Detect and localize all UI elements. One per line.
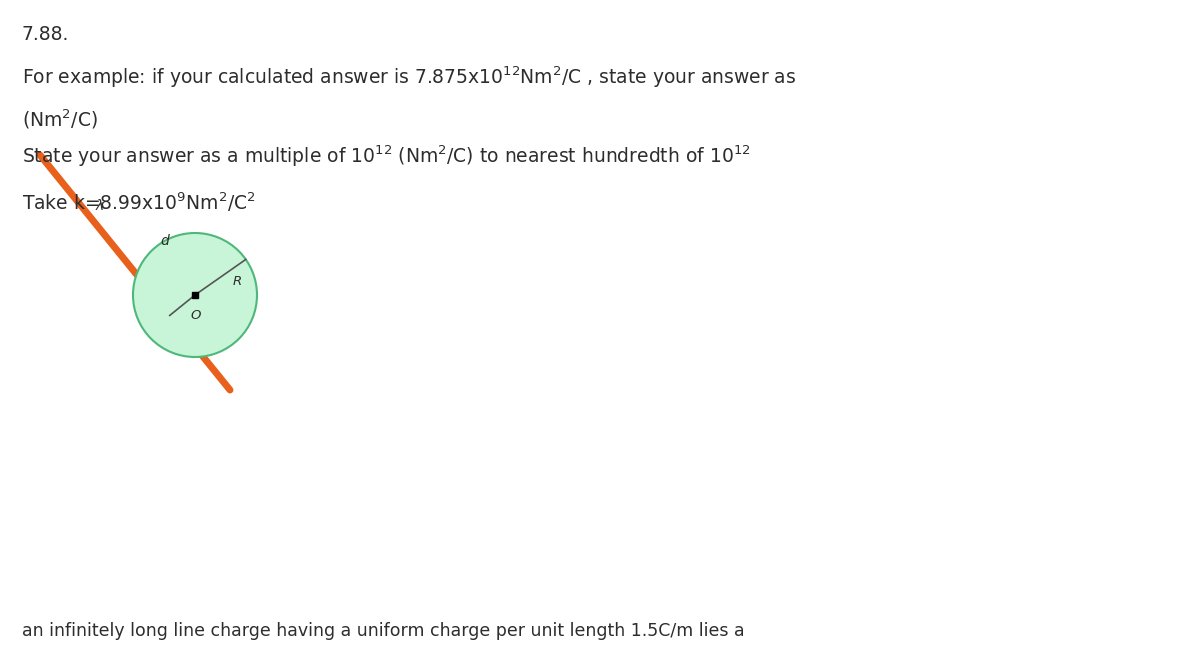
Text: $R$: $R$ (232, 275, 242, 288)
Text: (Nm$^{2}$/C): (Nm$^{2}$/C) (22, 107, 97, 130)
Text: For example: if your calculated answer is 7.875x10$^{12}$Nm$^{2}$/C , state your: For example: if your calculated answer i… (22, 64, 796, 90)
Text: $d$: $d$ (160, 233, 170, 248)
Text: Take k=8.99x10$^{9}$Nm$^{2}$/C$^{2}$: Take k=8.99x10$^{9}$Nm$^{2}$/C$^{2}$ (22, 190, 256, 213)
Text: $\lambda$: $\lambda$ (95, 198, 104, 213)
Text: State your answer as a multiple of 10$^{12}$ (Nm$^{2}$/C) to nearest hundredth o: State your answer as a multiple of 10$^{… (22, 143, 750, 169)
Circle shape (133, 233, 257, 357)
Text: an infinitely long line charge having a uniform charge per unit length 1.5C/m li: an infinitely long line charge having a … (22, 622, 744, 640)
Text: $O$: $O$ (190, 309, 202, 322)
Text: 7.88.: 7.88. (22, 25, 68, 43)
